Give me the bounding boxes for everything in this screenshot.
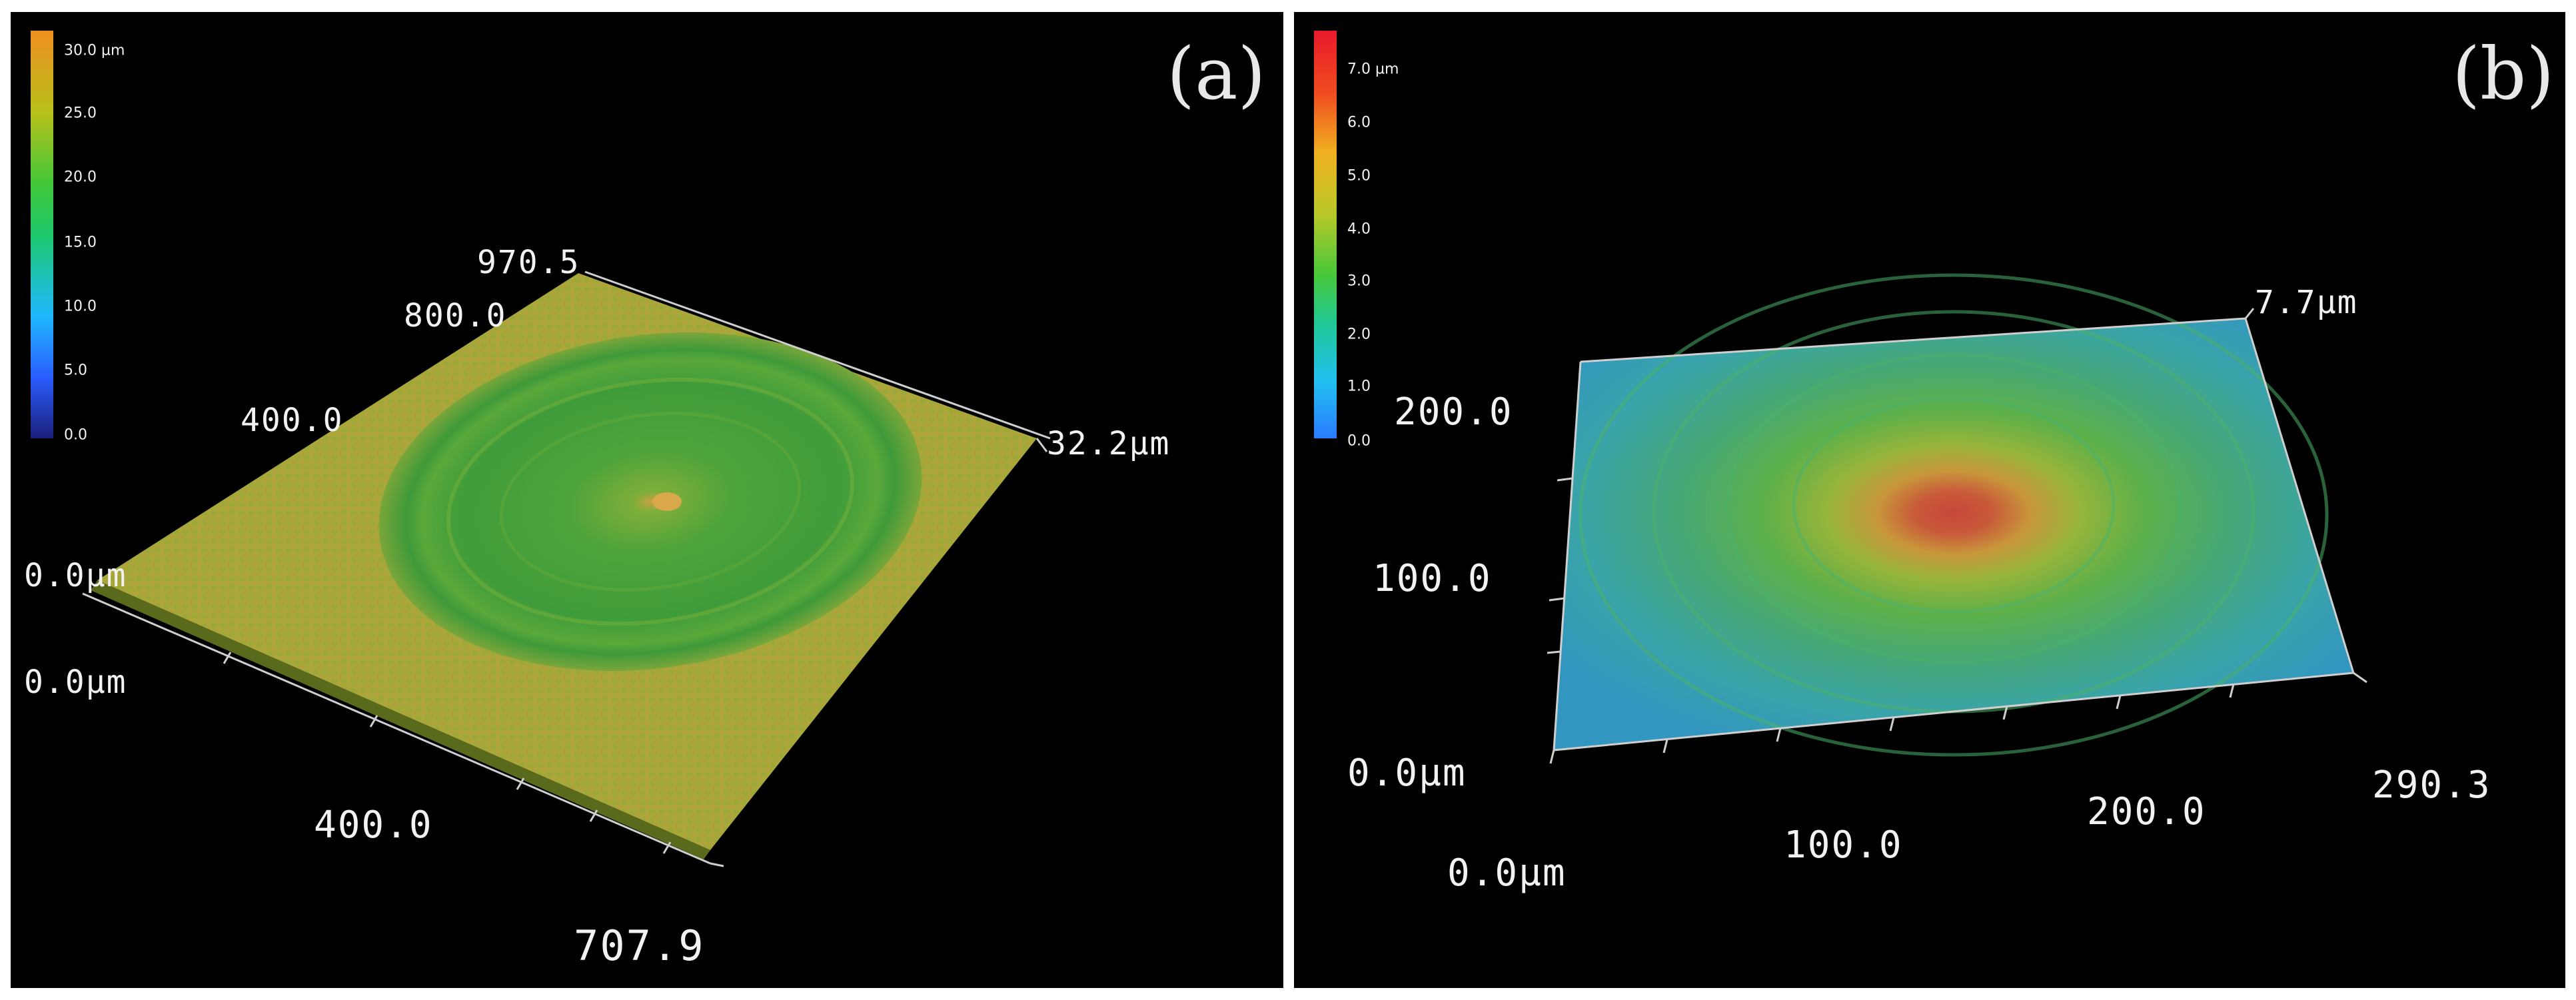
colorbar-tick: 0.0 bbox=[1347, 432, 1371, 450]
colorbar-tick: 4.0 bbox=[1347, 221, 1371, 238]
axis-label-y-800: 800.0 bbox=[404, 297, 507, 334]
axis-label-y-400: 400.0 bbox=[241, 402, 344, 439]
panel-divider bbox=[1283, 0, 1294, 1000]
axis-lines-b bbox=[1553, 308, 2367, 751]
axis-label-x-200: 200.0 bbox=[2087, 790, 2206, 833]
colorbar-tick: 30.0 µm bbox=[64, 42, 125, 59]
panel-label-b: (b) bbox=[2452, 33, 2555, 116]
surface-plane-b bbox=[1554, 318, 2353, 750]
axis-label-z-max: 7.7µm bbox=[2255, 284, 2358, 321]
crater-ring-a bbox=[378, 332, 922, 672]
colorbar-tick: 6.0 bbox=[1347, 114, 1371, 131]
axis-ticks-b bbox=[1547, 477, 2235, 764]
axis-label-x-400: 400.0 bbox=[314, 803, 433, 847]
axis-label-y-origin: 0.0µm bbox=[1347, 751, 1467, 795]
surface-3d-plot-a bbox=[82, 270, 1051, 867]
axis-label-x-max: 707.9 bbox=[574, 921, 705, 970]
axis-label-x-max: 290.3 bbox=[2372, 763, 2491, 807]
panel-label-a: (a) bbox=[1167, 33, 1266, 116]
axis-label-z-max: 32.2µm bbox=[1047, 425, 1171, 462]
axis-label-y-200: 200.0 bbox=[1394, 390, 1513, 434]
x-axis-ticks-a bbox=[223, 652, 672, 854]
surface-3d-plot-b bbox=[1547, 273, 2367, 764]
axis-label-x-100: 100.0 bbox=[1784, 823, 1903, 867]
axis-label-y-max: 970.5 bbox=[477, 244, 580, 281]
colorbar-tick: 5.0 bbox=[1347, 167, 1371, 185]
axis-label-y-origin: 0.0µm bbox=[24, 557, 127, 594]
colorbar-tick: 1.0 bbox=[1347, 378, 1371, 395]
panel-a: 30.0 µm 25.0 20.0 15.0 10.0 5.0 0.0 (a) … bbox=[11, 12, 1283, 988]
axis-label-y-100: 100.0 bbox=[1373, 557, 1492, 600]
colorbar-tick: 5.0 bbox=[64, 362, 87, 379]
colorbar-tick: 3.0 bbox=[1347, 272, 1371, 290]
colorbar-b bbox=[1314, 31, 1337, 438]
colorbar-tick: 0.0 bbox=[64, 426, 87, 444]
colorbar-tick: 2.0 bbox=[1347, 326, 1371, 343]
colorbar-tick: 7.0 µm bbox=[1347, 61, 1399, 78]
colorbar-tick: 25.0 bbox=[64, 105, 97, 122]
colorbar-tick: 20.0 bbox=[64, 169, 97, 186]
panel-b: 7.0 µm 6.0 5.0 4.0 3.0 2.0 1.0 0.0 (b) 7… bbox=[1294, 12, 2565, 988]
colorbar-a bbox=[31, 31, 53, 438]
axis-label-x-origin: 0.0µm bbox=[1447, 851, 1567, 895]
colorbar-tick: 10.0 bbox=[64, 298, 97, 315]
colorbar-tick: 15.0 bbox=[64, 234, 97, 251]
axis-label-x-origin: 0.0µm bbox=[24, 664, 127, 701]
